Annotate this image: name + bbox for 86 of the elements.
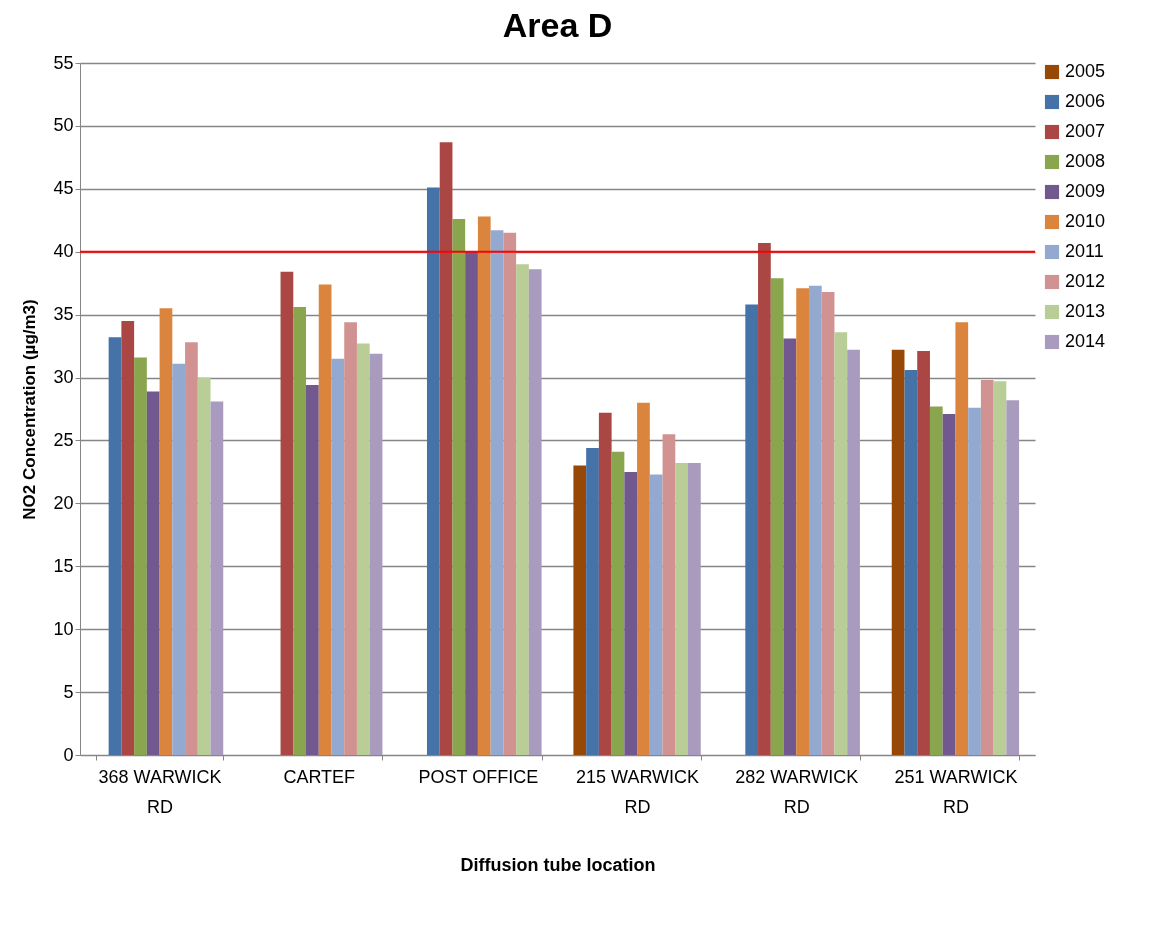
legend-label: 2005 (1065, 61, 1106, 81)
bar (611, 451, 625, 755)
legend-label: 2014 (1065, 331, 1106, 351)
y-tick-label: 35 (53, 304, 74, 325)
bar (917, 351, 930, 755)
bar (929, 406, 943, 755)
x-tick-label: 282 WARWICK RD (735, 766, 859, 817)
bar (306, 385, 319, 755)
bar (331, 358, 345, 755)
bar (528, 269, 542, 755)
bar (356, 343, 370, 755)
bar (675, 463, 689, 755)
bar (834, 332, 848, 755)
bar (624, 471, 638, 755)
bar (439, 142, 453, 755)
x-tick-label: 251 WARWICK RD (894, 766, 1018, 817)
bar (955, 322, 969, 755)
bar (847, 349, 860, 755)
bar (1006, 400, 1020, 755)
y-tick-label: 5 (63, 681, 74, 702)
bar (637, 402, 650, 755)
legend-label: 2011 (1065, 241, 1104, 261)
bar (344, 322, 357, 755)
legend-label: 2013 (1065, 301, 1106, 321)
x-tick-label: 215 WARWICK RD (576, 766, 700, 817)
bar (783, 338, 797, 755)
bar (197, 377, 211, 755)
y-tick-label: 40 (53, 241, 74, 262)
bar (426, 187, 440, 755)
y-tick-label: 15 (53, 555, 74, 576)
chart-title: Area D (502, 6, 613, 44)
y-tick-label: 45 (53, 178, 74, 199)
bar (821, 291, 835, 755)
legend-label: 2010 (1065, 211, 1106, 231)
legend-label: 2012 (1065, 271, 1106, 291)
x-axis-title: Diffusion tube location (460, 854, 656, 875)
bar (586, 448, 599, 755)
bar (980, 380, 994, 755)
bar (159, 308, 173, 755)
x-tick-label: CARTEF (283, 766, 356, 787)
y-axis-title: NO2 Concentration (µg/m3) (20, 299, 40, 520)
bar (516, 264, 529, 755)
bar (808, 285, 822, 755)
bar (993, 381, 1007, 755)
bar (146, 391, 160, 755)
bar (134, 357, 147, 755)
bar (688, 463, 701, 755)
bar (172, 363, 186, 755)
bar (503, 232, 517, 755)
bar (465, 251, 478, 755)
y-tick-label: 25 (53, 429, 74, 450)
bar (649, 474, 663, 755)
bar (121, 320, 135, 755)
bar (968, 407, 981, 755)
bar (185, 342, 198, 755)
bar (280, 271, 294, 755)
y-tick-label: 30 (53, 367, 74, 388)
bar (490, 230, 504, 755)
y-tick-label: 55 (53, 52, 74, 73)
bar (662, 434, 676, 755)
legend-label: 2009 (1065, 181, 1106, 201)
y-tick-label: 20 (53, 492, 74, 513)
bar (758, 242, 771, 755)
bar (891, 349, 905, 755)
bar (210, 401, 224, 755)
legend-label: 2006 (1065, 91, 1106, 111)
x-tick-label: POST OFFICE (418, 766, 539, 787)
bar (598, 412, 612, 755)
bar (108, 337, 122, 755)
bar (369, 353, 383, 755)
bar (770, 278, 784, 755)
legend-label: 2007 (1065, 121, 1106, 141)
bar (573, 465, 587, 755)
legend-label: 2008 (1065, 151, 1106, 171)
bar (318, 284, 332, 755)
y-tick-label: 50 (53, 115, 74, 136)
y-tick-label: 0 (63, 744, 74, 765)
bar (293, 307, 307, 755)
x-tick-label: 368 WARWICK RD (98, 766, 222, 817)
bar (745, 304, 759, 755)
bar (942, 414, 956, 755)
bar (477, 216, 491, 755)
y-tick-label: 10 (53, 618, 74, 639)
bar (904, 370, 918, 755)
bar (796, 288, 809, 755)
bar (452, 219, 466, 755)
